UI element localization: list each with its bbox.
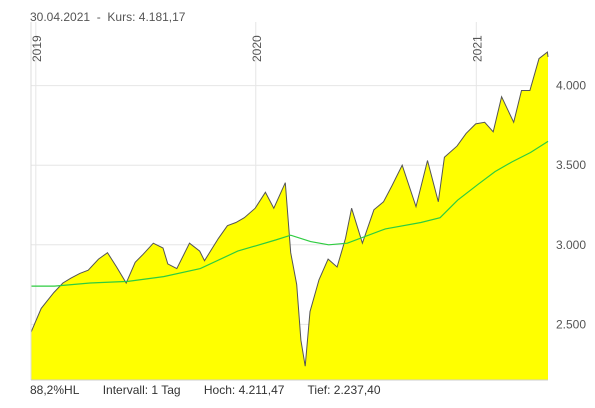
header-separator: -	[96, 10, 101, 24]
footer-tief-value: 2.237,40	[333, 383, 381, 397]
footer-hoch: Hoch: 4.211,47	[204, 383, 285, 397]
footer-tief: Tief: 2.237,40	[308, 383, 381, 397]
year-label: 2021	[470, 35, 484, 62]
price-line	[30, 51, 549, 367]
header-kurs-value: 4.181,17	[138, 10, 186, 24]
axis-layer: 2.500 3.000 3.500 4.000 2019 2020 2021	[30, 22, 586, 381]
footer-hoch-value: 4.211,47	[238, 383, 285, 397]
year-label: 2019	[30, 35, 44, 62]
header-date: 30.04.2021	[30, 10, 91, 24]
chart-header: 30.04.2021 - Kurs: 4.181,17	[30, 10, 185, 24]
moving-average-line	[31, 140, 549, 287]
footer-intervall: Intervall: 1 Tag	[102, 383, 181, 397]
header-kurs-label: Kurs:	[107, 10, 136, 24]
price-area	[31, 52, 548, 380]
chart-footer: 88,2%HL Intervall: 1 Tag Hoch: 4.211,47 …	[30, 383, 401, 397]
footer-hoch-label: Hoch:	[203, 383, 236, 397]
footer-tief-label: Tief:	[307, 383, 331, 397]
footer-hl: 88,2%HL	[30, 383, 80, 397]
area-layer	[30, 51, 549, 380]
y-tick-label: 4.000	[556, 79, 586, 93]
year-label: 2020	[250, 35, 264, 62]
moving-average-layer	[31, 140, 549, 287]
y-tick-label: 3.500	[556, 158, 586, 172]
y-tick-label: 3.000	[556, 238, 586, 252]
y-tick-label: 2.500	[556, 317, 586, 331]
